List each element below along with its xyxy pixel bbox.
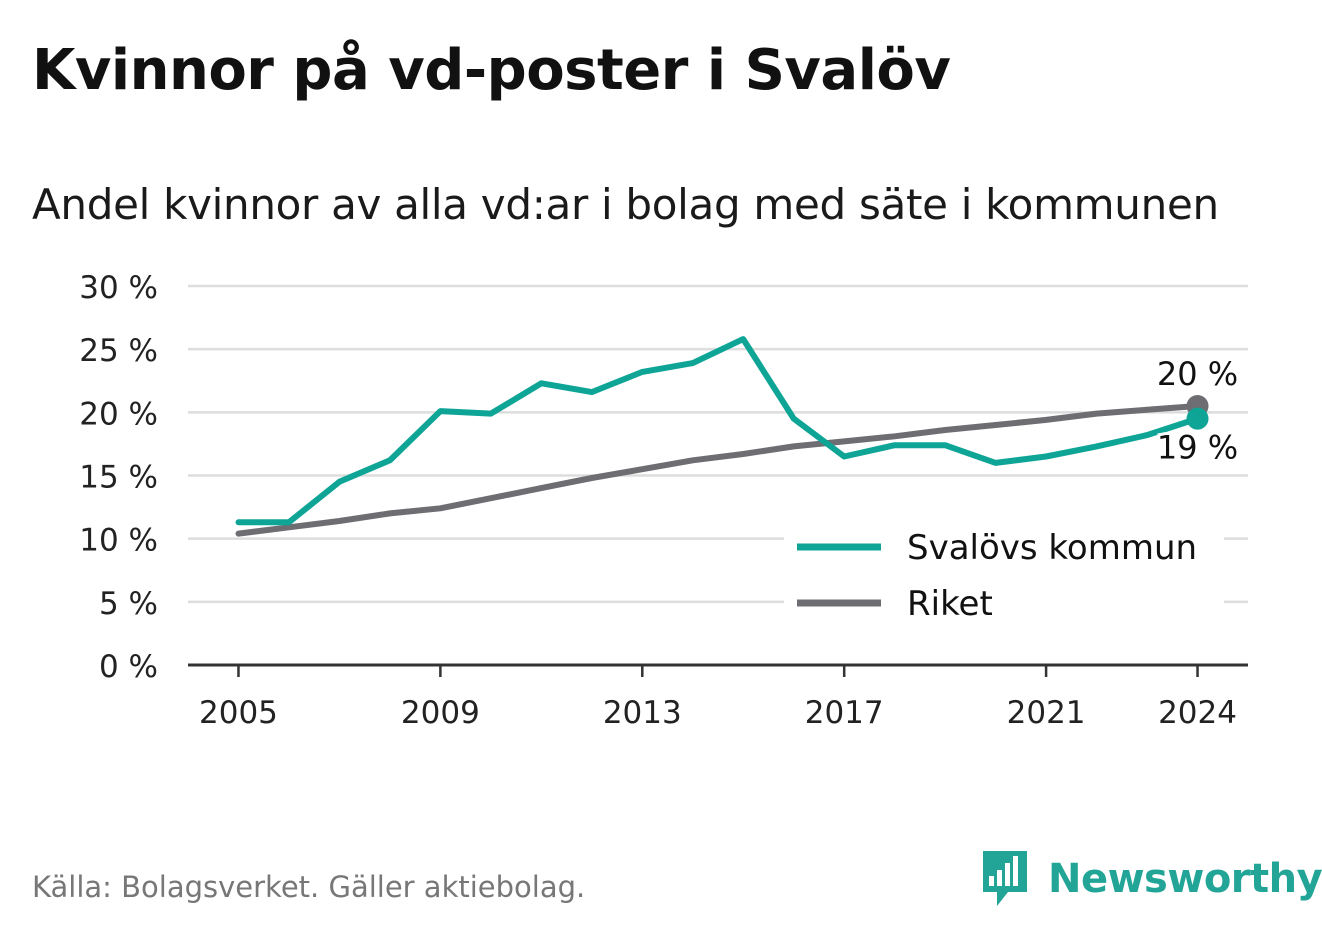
end-markers: 20 % 19 % <box>1154 355 1241 470</box>
legend-label: Riket <box>907 584 993 624</box>
series-line-riket <box>235 403 1201 537</box>
y-tick-label: 30 % <box>79 270 158 306</box>
series-lines <box>235 336 1201 537</box>
brand-name: Newsworthy <box>1048 856 1322 902</box>
source-note: Källa: Bolagsverket. Gäller aktiebolag. <box>32 870 586 904</box>
end-label-riket: 20 % <box>1157 355 1238 393</box>
y-tick-label: 0 % <box>99 649 158 685</box>
y-tick-label: 20 % <box>79 396 158 432</box>
end-label-svalovs-kommun: 19 % <box>1157 429 1238 467</box>
end-marker-svalovs-kommun <box>1186 407 1209 430</box>
legend-label: Svalövs kommun <box>907 528 1197 568</box>
newsworthy-logo[interactable]: Newsworthy <box>980 848 1322 910</box>
chart-title: Kvinnor på vd-poster i Svalöv <box>32 38 951 103</box>
chart-subtitle: Andel kvinnor av alla vd:ar i bolag med … <box>32 180 1219 229</box>
y-tick-labels: 0 % 5 % 10 % 15 % 20 % 25 % 30 % <box>79 270 158 685</box>
y-tick-label: 10 % <box>79 523 158 559</box>
series-line-svalovs-kommun <box>235 336 1201 526</box>
x-tick-label: 2021 <box>1007 695 1086 731</box>
y-tick-label: 5 % <box>99 586 158 622</box>
x-tick-label: 2009 <box>401 695 480 731</box>
x-tick-label: 2024 <box>1158 695 1237 731</box>
y-tick-label: 25 % <box>79 333 158 369</box>
x-tick-label: 2017 <box>805 695 884 731</box>
y-tick-label: 15 % <box>79 460 158 496</box>
x-axis: 2005 2009 2013 2017 2021 2024 <box>188 663 1248 731</box>
bar-chart-bubble-icon <box>983 851 1027 906</box>
legend: Svalövs kommun Riket <box>784 521 1224 627</box>
grid-lines <box>188 284 1248 604</box>
x-tick-label: 2013 <box>603 695 682 731</box>
x-tick-label: 2005 <box>199 695 278 731</box>
